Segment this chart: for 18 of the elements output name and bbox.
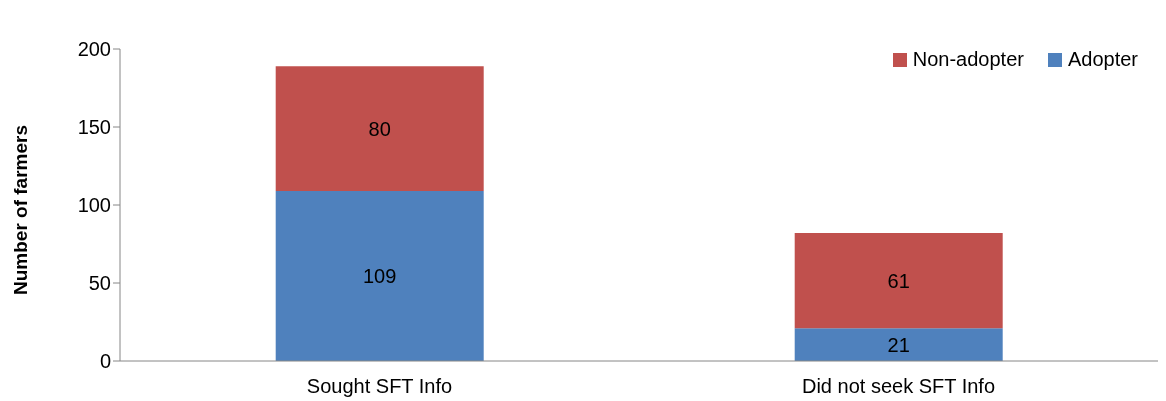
y-tick-label: 100 xyxy=(77,194,111,217)
data-label: 21 xyxy=(887,333,910,356)
y-tick-label: 200 xyxy=(77,38,111,61)
bar xyxy=(794,233,1003,329)
y-tick-label: 150 xyxy=(77,116,111,139)
y-tick-label: 50 xyxy=(88,272,111,295)
y-axis-title: Number of farmers xyxy=(9,125,31,295)
bar xyxy=(275,190,484,361)
data-label: 109 xyxy=(363,265,397,288)
x-tick-label: Did not seek SFT Info xyxy=(801,375,996,398)
x-tick-label: Sought SFT Info xyxy=(306,375,453,398)
legend-label: Non-adopter xyxy=(912,48,1024,71)
bar xyxy=(275,66,484,191)
data-label: 61 xyxy=(887,269,910,292)
data-label: 80 xyxy=(368,117,391,140)
y-tick-label: 0 xyxy=(99,350,111,373)
legend-label: Adopter xyxy=(1067,48,1138,71)
bar xyxy=(794,328,1003,361)
